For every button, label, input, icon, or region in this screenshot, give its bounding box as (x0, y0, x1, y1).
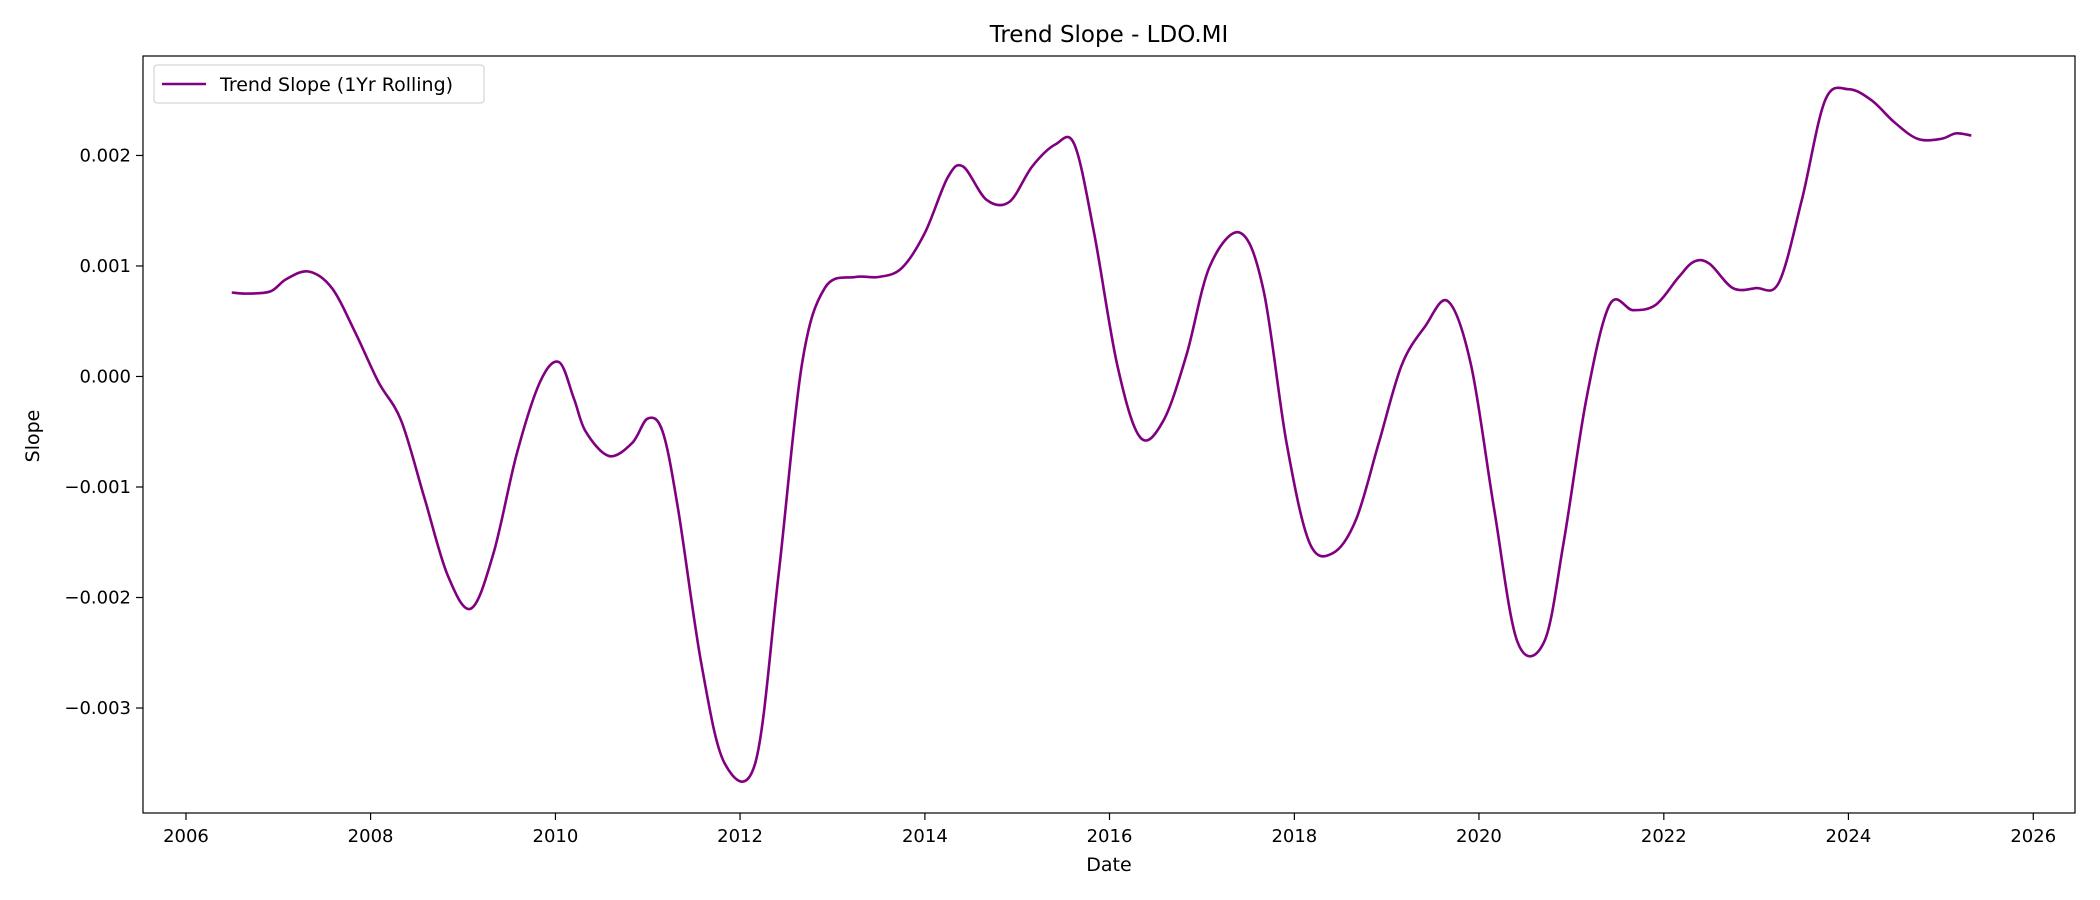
plot-area (231, 86, 1972, 783)
x-axis: 2006 2008 2010 2012 2014 2016 2018 2020 2022 2024… (163, 813, 2056, 847)
x-tick-label: 2020 (1456, 826, 1502, 847)
y-axis: −0.003 −0.002 −0.001 0.000 0.001 0.002 (64, 145, 143, 719)
x-tick-label: 2010 (533, 826, 579, 847)
y-tick-label: −0.003 (64, 698, 131, 719)
x-axis-label: Date (1086, 854, 1131, 876)
x-tick-label: 2024 (1826, 826, 1872, 847)
legend-label: Trend Slope (1Yr Rolling) (219, 74, 453, 96)
y-tick-label: −0.001 (64, 477, 131, 498)
x-tick-label: 2026 (2010, 826, 2056, 847)
y-tick-label: 0.000 (79, 366, 131, 387)
x-tick-label: 2012 (717, 826, 763, 847)
legend-box (153, 64, 485, 104)
x-tick-label: 2022 (1641, 826, 1687, 847)
chart-title: Trend Slope - LDO.MI (989, 22, 1229, 48)
legend: Trend Slope (1Yr Rolling) (153, 64, 485, 104)
y-tick-label: 0.002 (79, 145, 131, 166)
x-tick-label: 2008 (348, 826, 394, 847)
series-line-trend-slope (231, 86, 1972, 783)
x-tick-label: 2006 (163, 826, 209, 847)
x-tick-label: 2018 (1271, 826, 1317, 847)
y-tick-label: −0.002 (64, 588, 131, 609)
x-tick-label: 2014 (902, 826, 948, 847)
y-axis-label: Slope (22, 410, 44, 463)
y-tick-label: 0.001 (79, 256, 131, 277)
x-tick-label: 2016 (1087, 826, 1133, 847)
